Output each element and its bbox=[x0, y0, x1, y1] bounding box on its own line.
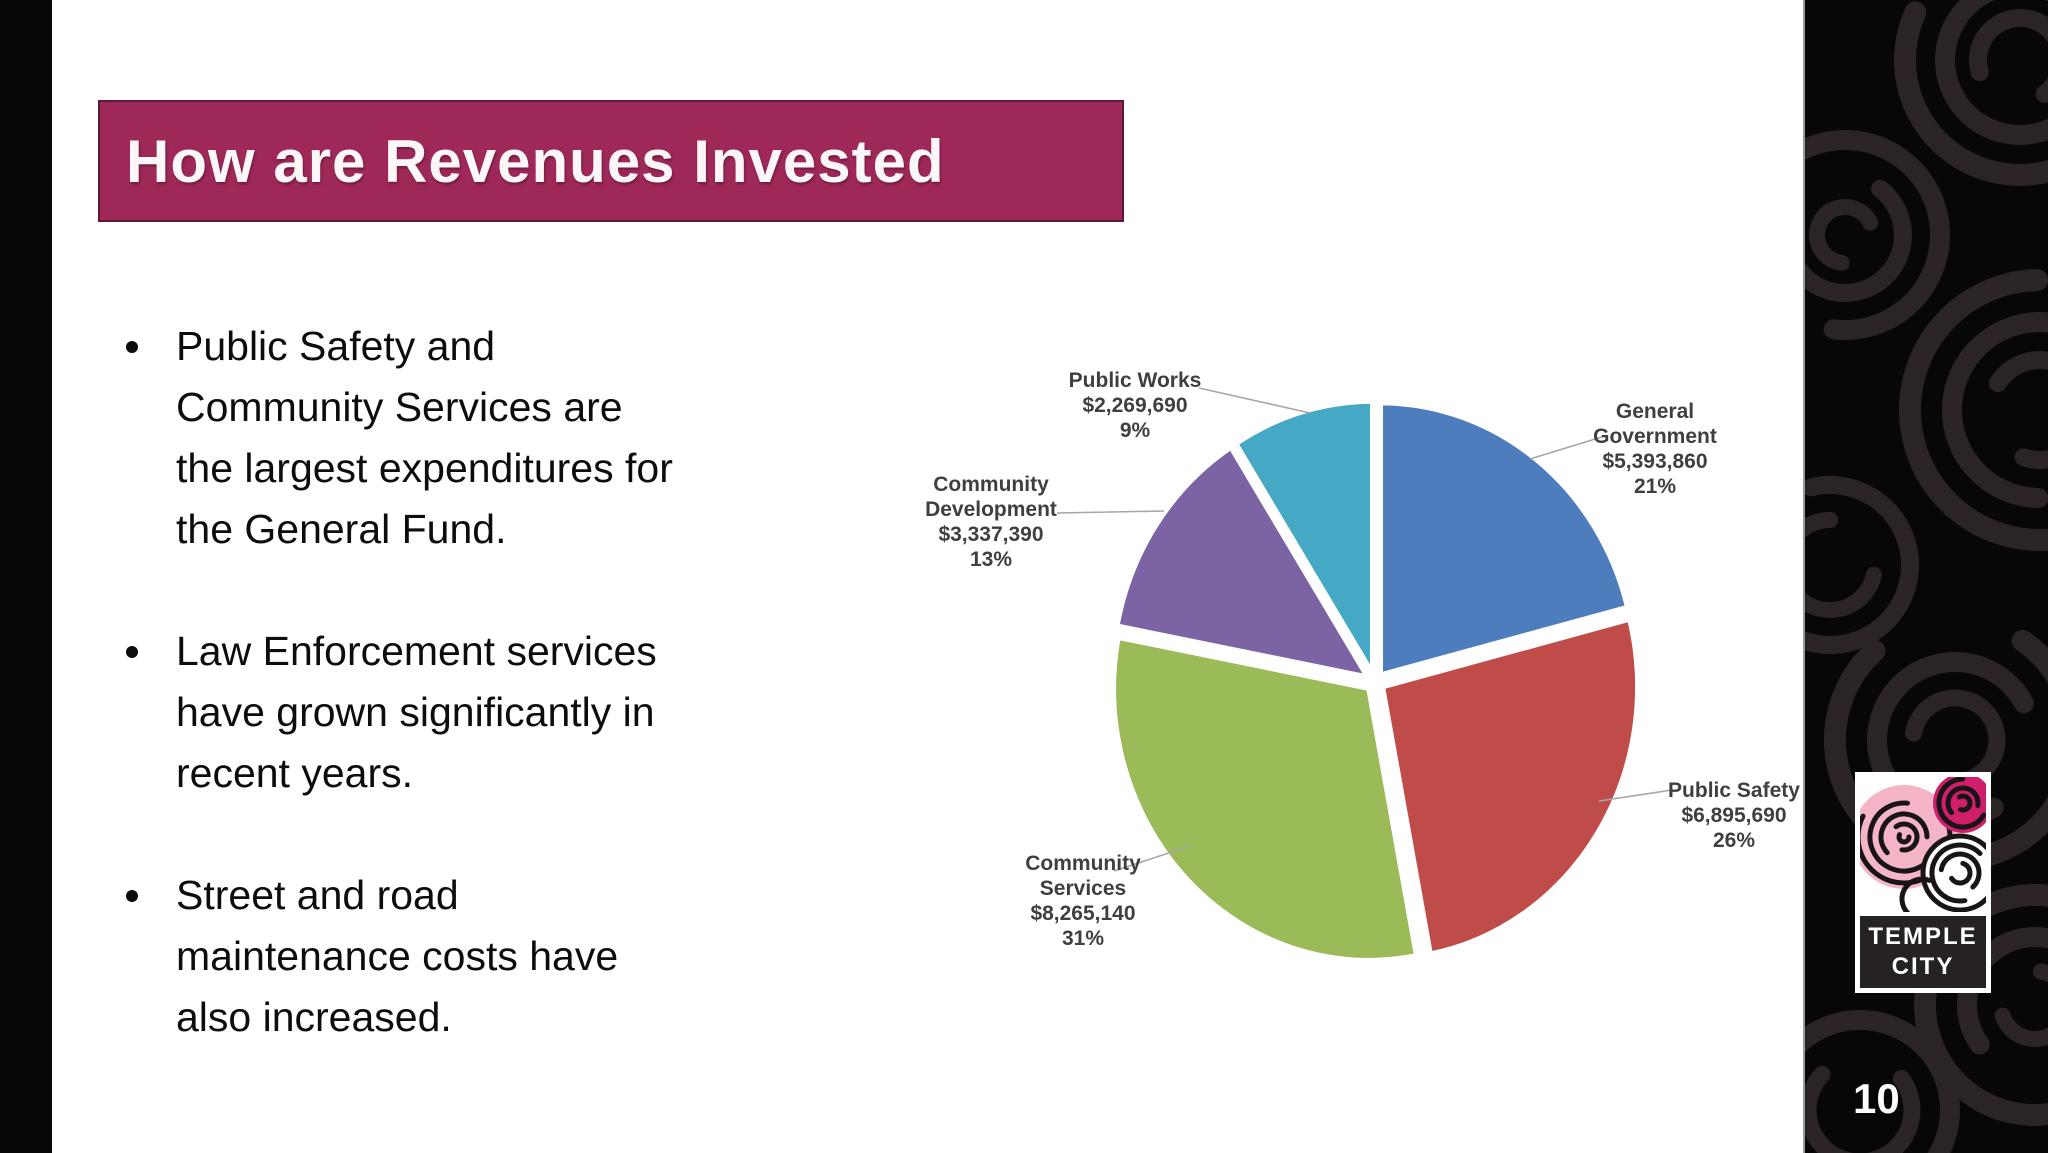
page-number: 10 bbox=[1853, 1075, 1900, 1122]
slide-content-area: How are Revenues Invested Public Safety … bbox=[52, 0, 1803, 1153]
pie-label-percent: 13% bbox=[969, 548, 1013, 571]
pie-slice-general-government bbox=[1378, 400, 1631, 678]
leader-line bbox=[1198, 387, 1311, 414]
pie-label-label: Public Works bbox=[1068, 369, 1202, 392]
title-bar: How are Revenues Invested bbox=[98, 100, 1124, 222]
pie-label-community-development: Community Development $3,337,390 13% bbox=[896, 472, 1086, 572]
pie-slice-public-works bbox=[1233, 398, 1375, 676]
page-title: How are Revenues Invested bbox=[126, 127, 945, 195]
bullet-text: Street and road maintenance costs have a… bbox=[176, 872, 619, 1040]
pie-label-label: General Government bbox=[1593, 400, 1717, 448]
bullet-text: Law Enforcement services have grown sign… bbox=[176, 628, 657, 796]
pie-slice-public-safety bbox=[1380, 616, 1641, 957]
bullet-text: Public Safety and Community Services are… bbox=[176, 323, 673, 552]
pie-label-percent: 26% bbox=[1712, 829, 1756, 852]
pie-label-community-services: Community Services $8,265,140 31% bbox=[1003, 851, 1163, 951]
camellia-pattern bbox=[1805, 0, 2048, 1153]
left-black-border bbox=[0, 0, 52, 1153]
bullet-list: Public Safety and Community Services are… bbox=[120, 316, 820, 1109]
pie-label-percent: 9% bbox=[1119, 419, 1151, 442]
bullet-dot bbox=[126, 890, 138, 902]
pie-chart-svg bbox=[1056, 387, 1673, 963]
pie-label-amount: $6,895,690 bbox=[1681, 804, 1787, 827]
pie-label-label: Community Services bbox=[1025, 852, 1141, 900]
pie-label-amount: $5,393,860 bbox=[1602, 450, 1708, 473]
bullet-item: Law Enforcement services have grown sign… bbox=[120, 621, 820, 804]
logo-flowers bbox=[1860, 777, 1986, 912]
pie-label-general-government: General Government $5,393,860 21% bbox=[1570, 399, 1740, 499]
decorative-side-panel: TEMPLE CITY 10 bbox=[1803, 0, 2048, 1153]
leader-line bbox=[1529, 435, 1606, 460]
pie-label-public-works: Public Works $2,269,690 9% bbox=[1025, 368, 1245, 443]
bullet-item: Public Safety and Community Services are… bbox=[120, 316, 820, 560]
pie-label-percent: 31% bbox=[1061, 927, 1105, 950]
bullet-dot bbox=[126, 646, 138, 658]
leader-line bbox=[1598, 789, 1673, 802]
leader-line bbox=[1056, 510, 1165, 514]
pie-chart: General Government $5,393,860 21% Public Sa… bbox=[830, 260, 1800, 1040]
pie-label-amount: $8,265,140 bbox=[1030, 902, 1136, 925]
pie-label-public-safety: Public Safety $6,895,690 26% bbox=[1614, 778, 1854, 853]
bullet-dot bbox=[126, 341, 138, 353]
temple-city-logo: TEMPLE CITY bbox=[1855, 772, 1991, 993]
pie-label-percent: 21% bbox=[1633, 475, 1677, 498]
logo-line2: CITY bbox=[1891, 953, 1955, 980]
pie-label-label: Public Safety bbox=[1668, 779, 1800, 802]
logo-line1: TEMPLE bbox=[1868, 923, 1978, 950]
bullet-item: Street and road maintenance costs have a… bbox=[120, 865, 820, 1048]
pie-label-amount: $3,337,390 bbox=[938, 523, 1044, 546]
logo-text: TEMPLE CITY bbox=[1860, 916, 1986, 988]
leader-line bbox=[1113, 845, 1191, 872]
pie-label-amount: $2,269,690 bbox=[1082, 394, 1188, 417]
pie-label-label: Community Development bbox=[925, 473, 1057, 521]
pie-slice-community-development bbox=[1114, 444, 1371, 680]
pie-slice-community-services bbox=[1111, 634, 1419, 963]
